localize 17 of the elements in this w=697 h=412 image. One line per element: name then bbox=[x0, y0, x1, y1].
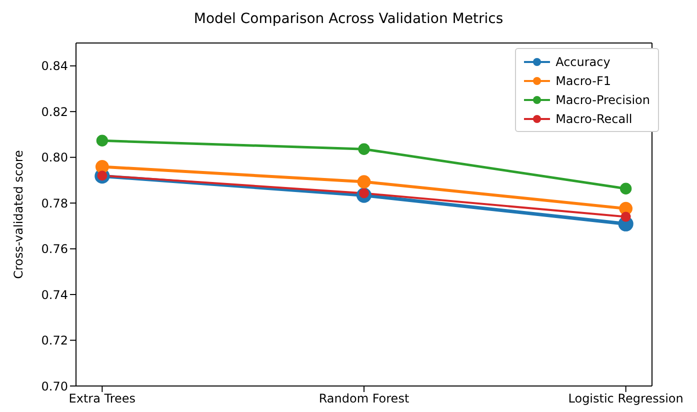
legend-label: Accuracy bbox=[556, 54, 610, 68]
y-tick-label: 0.84 bbox=[41, 59, 68, 74]
x-tick-label: Random Forest bbox=[318, 392, 410, 406]
y-tick-label: 0.82 bbox=[41, 104, 68, 119]
legend-label: Macro-Precision bbox=[556, 92, 650, 106]
y-tick-label: 0.78 bbox=[41, 196, 68, 210]
x-tick-label: Logistic Regression bbox=[568, 392, 684, 406]
y-tick-label: 0.72 bbox=[41, 334, 68, 348]
legend-label: Macro-Recall bbox=[556, 112, 632, 126]
y-tick-label: 0.80 bbox=[41, 150, 68, 165]
y-axis-title: Cross-validated score bbox=[11, 150, 26, 279]
y-tick-label: 0.76 bbox=[41, 242, 68, 256]
x-tick-label: Extra Trees bbox=[68, 392, 136, 406]
chart-title: Model Comparison Across Validation Metrics bbox=[192, 10, 504, 29]
legend-label: Macro-F1 bbox=[556, 74, 611, 88]
y-tick-label: 0.74 bbox=[41, 288, 68, 302]
y-tick-label: 0.70 bbox=[41, 379, 68, 394]
